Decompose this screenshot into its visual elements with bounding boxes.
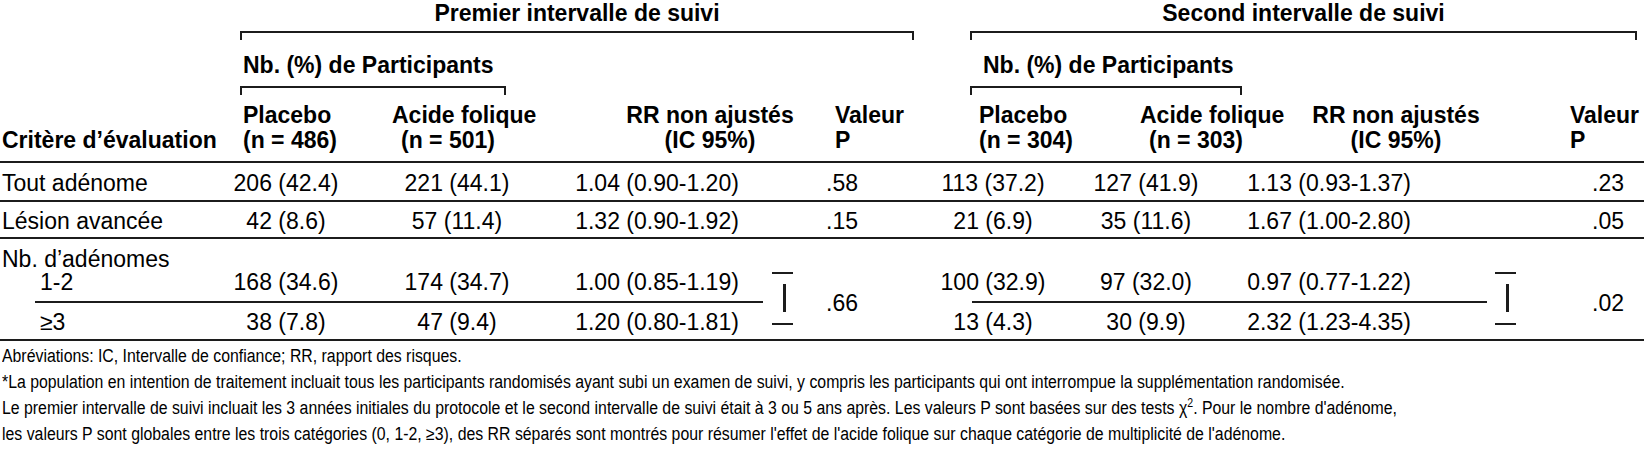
cell-rr-first: 1.04 (0.90-1.20) [575,170,739,196]
cell-rr-first: 1.20 (0.80-1.81) [575,309,739,335]
cell-folic-second: 97 (32.0) [1100,269,1192,295]
participants-header-second: Nb. (%) de Participants [983,52,1233,78]
col-header-line: Acide folique [392,103,536,128]
brace-bottom-dash [772,323,793,325]
subrow-label: 1-2 [40,269,73,295]
footnote-intervals: Le premier intervalle de suivi incluait … [2,397,1397,419]
col-header-line: Valeur [835,103,904,128]
footnote-text: Le premier intervalle de suivi incluait … [2,398,1187,418]
cell-folic-first: 174 (34.7) [405,269,510,295]
col-header-p-first: Valeur P [835,103,904,153]
col-header-line: (IC 95%) [626,128,793,153]
brace-vertical-bar [1506,284,1509,312]
cell-placebo-second: 21 (6.9) [953,208,1032,234]
col-header-rr-second: RR non ajustés (IC 95%) [1312,103,1479,153]
cell-rr-first: 1.32 (0.90-1.92) [575,208,739,234]
spanner-rule-first-interval [240,31,914,33]
footnote-population: *La population en intention de traitemen… [2,371,1345,393]
col-header-line: (n = 486) [243,128,337,153]
row-rule [0,237,1644,239]
cell-folic-second: 35 (11.6) [1101,208,1191,234]
subrow-partial-rule-right [972,301,1487,303]
row-label: Lésion avancée [2,208,163,234]
participants-rule-first [240,86,506,88]
cell-placebo-second: 13 (4.3) [953,309,1032,335]
col-header-line: Acide folique [1140,103,1284,128]
footnote-text: . Pour le nombre d'adénome, [1193,398,1397,418]
footnote-abbreviations: Abréviations: IC, Intervalle de confianc… [2,345,462,367]
subrow-partial-rule-left [35,301,763,303]
cell-rr-second: 2.32 (1.23-4.35) [1247,309,1411,335]
cell-pvalue-second: .05 [1592,208,1624,234]
col-header-line: Placebo [979,103,1073,128]
header-bottom-rule [0,161,1644,163]
subrow-label: ≥3 [40,309,65,335]
brace-top-dash [772,272,793,274]
group-row-label: Nb. d’adénomes [2,246,170,272]
shared-p-brace-first [772,272,793,325]
col-header-p-second: Valeur P [1570,103,1639,153]
cell-placebo-first: 42 (8.6) [246,208,325,234]
col-header-line: P [835,128,904,153]
cell-rr-second: 1.67 (1.00-2.80) [1247,208,1411,234]
cell-folic-first: 47 (9.4) [417,309,496,335]
col-header-line: (n = 304) [979,128,1073,153]
row-header-label: Critère d’évaluation [2,127,217,153]
col-header-line: RR non ajustés [626,103,793,128]
cell-placebo-first: 206 (42.4) [234,170,339,196]
col-header-line: (n = 501) [392,128,536,153]
cell-placebo-second: 100 (32.9) [941,269,1046,295]
cell-placebo-first: 168 (34.6) [234,269,339,295]
cell-placebo-first: 38 (7.8) [246,309,325,335]
col-header-folic-second: Acide folique (n = 303) [1140,103,1284,153]
results-table: Premier intervalle de suivi Second inter… [0,0,1644,455]
col-header-folic-first: Acide folique (n = 501) [392,103,536,153]
group-title-second-interval: Second intervalle de suivi [970,0,1637,26]
brace-top-dash [1495,272,1516,274]
brace-vertical-bar [783,284,786,312]
cell-rr-second: 1.13 (0.93-1.37) [1247,170,1411,196]
cell-placebo-second: 113 (37.2) [941,170,1044,196]
shared-pvalue-first: .66 [826,290,858,316]
shared-pvalue-second: .02 [1592,290,1624,316]
col-header-line: (IC 95%) [1312,128,1479,153]
col-header-rr-first: RR non ajustés (IC 95%) [626,103,793,153]
col-header-line: RR non ajustés [1312,103,1479,128]
cell-rr-second: 0.97 (0.77-1.22) [1247,269,1411,295]
participants-rule-second [970,86,1242,88]
col-header-line: P [1570,128,1639,153]
brace-bottom-dash [1495,323,1516,325]
cell-pvalue-first: .58 [826,170,858,196]
row-rule [0,200,1644,202]
col-header-line: Valeur [1570,103,1639,128]
cell-pvalue-first: .15 [826,208,858,234]
row-label: Tout adénome [2,170,148,196]
col-header-placebo-second: Placebo (n = 304) [979,103,1073,153]
cell-folic-first: 57 (11.4) [412,208,502,234]
col-header-placebo-first: Placebo (n = 486) [243,103,337,153]
col-header-line: Placebo [243,103,337,128]
participants-header-first: Nb. (%) de Participants [243,52,493,78]
footnote-pvalues: les valeurs P sont globales entre les tr… [2,423,1285,445]
col-header-line: (n = 303) [1140,128,1284,153]
spanner-rule-second-interval [970,31,1637,33]
cell-folic-second: 127 (41.9) [1094,170,1199,196]
table-bottom-rule [0,339,1644,341]
cell-rr-first: 1.00 (0.85-1.19) [575,269,739,295]
cell-folic-second: 30 (9.9) [1106,309,1185,335]
shared-p-brace-second [1495,272,1516,325]
group-title-first-interval: Premier intervalle de suivi [240,0,914,26]
cell-pvalue-second: .23 [1592,170,1624,196]
cell-folic-first: 221 (44.1) [405,170,510,196]
